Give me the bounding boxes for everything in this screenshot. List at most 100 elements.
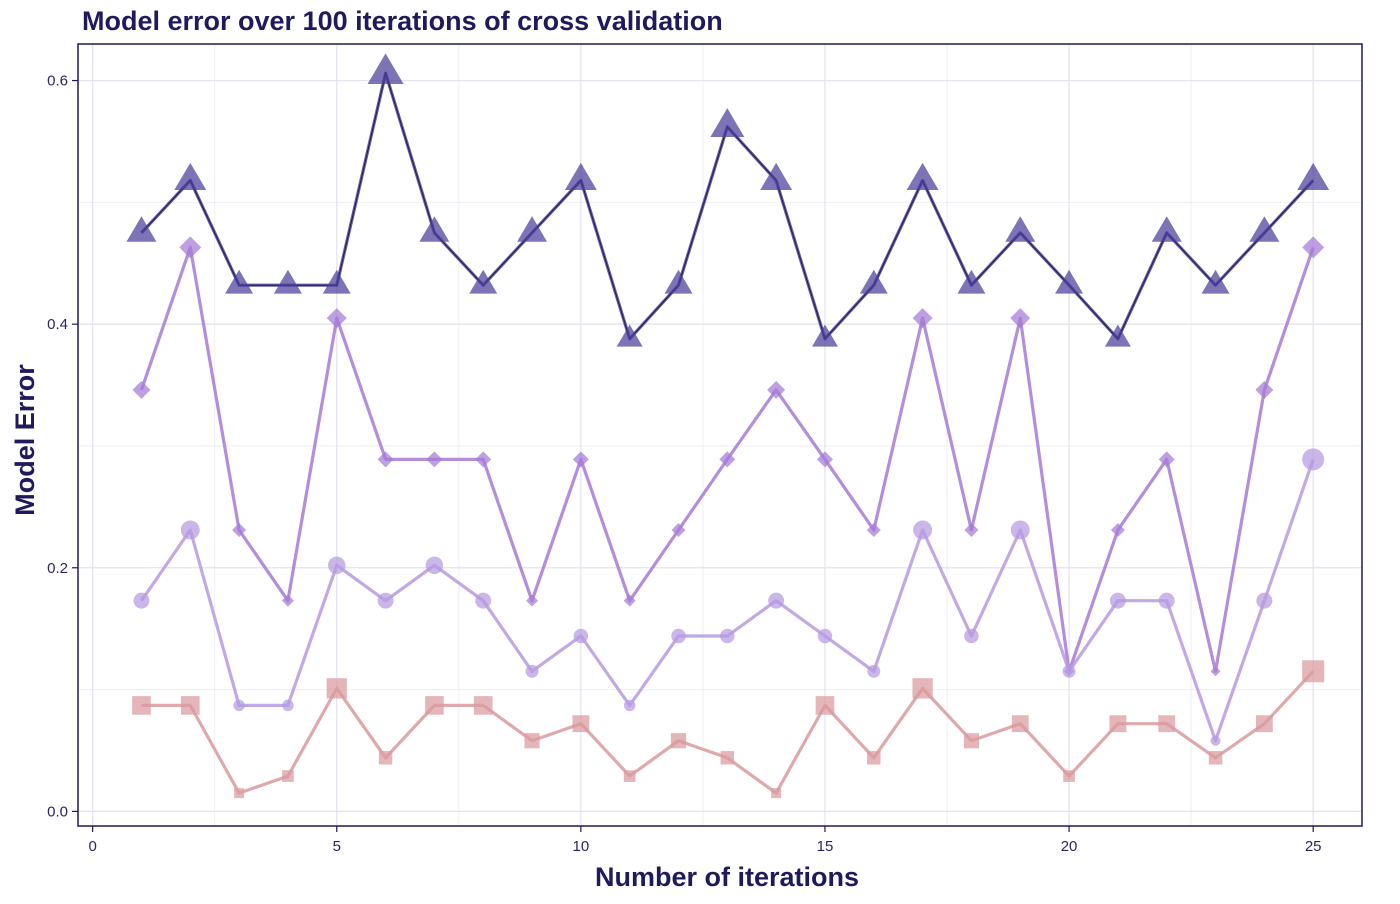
data-point-triangle <box>126 216 157 242</box>
data-point-diamond <box>767 380 786 399</box>
data-point-diamond <box>1302 236 1325 259</box>
data-point-diamond <box>1110 523 1125 538</box>
data-point-triangle <box>367 53 404 85</box>
data-point-diamond <box>1010 308 1031 329</box>
y-tick-label: 0.2 <box>47 560 68 577</box>
data-point-square <box>282 770 294 782</box>
data-point-square <box>670 733 687 749</box>
data-point-triangle <box>1104 324 1131 347</box>
data-point-square <box>473 696 493 715</box>
data-point-diamond <box>816 451 833 468</box>
x-tick-label: 25 <box>1305 838 1322 855</box>
data-point-triangle <box>469 269 498 294</box>
data-point-square <box>132 696 151 715</box>
data-point-diamond <box>964 523 979 538</box>
data-point-diamond <box>232 523 247 538</box>
data-point-triangle <box>174 162 207 191</box>
data-point-square <box>425 696 444 715</box>
data-point-triangle <box>760 162 793 191</box>
grid-lines <box>78 44 1362 826</box>
data-point-diamond <box>179 236 202 259</box>
x-tick-label: 15 <box>817 838 834 855</box>
data-point-square <box>912 678 933 699</box>
data-point-circle <box>233 699 245 712</box>
data-point-triangle <box>616 324 643 347</box>
data-point-circle <box>768 592 785 609</box>
data-point-triangle <box>906 162 939 191</box>
data-point-triangle <box>664 269 693 294</box>
data-point-square <box>524 733 540 749</box>
x-tick-label: 0 <box>88 838 96 855</box>
data-point-diamond <box>719 451 736 468</box>
data-point-diamond <box>326 308 347 329</box>
data-point-diamond <box>426 451 443 468</box>
series-triangle <box>126 53 1330 347</box>
data-point-square <box>623 770 636 782</box>
data-point-triangle <box>564 162 597 191</box>
x-tick-label: 5 <box>333 838 341 855</box>
chart-title: Model error over 100 iterations of cross… <box>82 6 723 36</box>
data-point-diamond <box>526 594 539 607</box>
data-point-square <box>180 696 200 715</box>
data-point-circle <box>623 699 636 712</box>
data-point-square <box>378 751 393 765</box>
data-point-circle <box>573 628 589 644</box>
data-point-square <box>867 751 881 765</box>
data-point-circle <box>180 520 200 540</box>
data-point-diamond <box>377 451 394 468</box>
y-tick-label: 0.0 <box>47 803 68 820</box>
data-point-triangle <box>957 269 986 294</box>
y-axis-title: Model Error <box>10 364 40 516</box>
y-tick-label: 0.6 <box>47 73 68 90</box>
data-point-triangle <box>859 269 888 294</box>
data-point-circle <box>817 628 833 644</box>
data-point-circle <box>425 556 444 575</box>
y-tick-label: 0.4 <box>47 316 68 333</box>
data-point-triangle <box>517 216 548 242</box>
data-point-circle <box>1010 520 1030 540</box>
data-point-circle <box>867 664 881 678</box>
data-point-square <box>326 678 347 699</box>
data-point-square <box>1302 660 1325 683</box>
data-point-circle <box>1062 664 1076 678</box>
data-point-circle <box>1109 592 1126 609</box>
data-point-circle <box>671 628 686 644</box>
data-point-circle <box>282 699 294 712</box>
data-point-triangle <box>322 269 351 294</box>
data-point-triangle <box>1005 216 1036 242</box>
data-point-triangle <box>1151 216 1182 242</box>
data-point-square <box>572 715 590 733</box>
data-point-diamond <box>623 594 636 607</box>
data-point-diamond <box>1255 380 1274 399</box>
x-axis: 0 5 10 15 20 25 <box>88 826 1322 855</box>
data-point-circle <box>377 592 394 609</box>
x-tick-label: 20 <box>1061 838 1078 855</box>
data-point-square <box>720 751 735 765</box>
data-point-square <box>1158 715 1176 733</box>
data-point-triangle <box>1249 216 1280 242</box>
data-point-diamond <box>866 523 881 538</box>
data-point-square <box>963 733 980 749</box>
data-point-circle <box>328 556 346 575</box>
data-point-circle <box>133 592 150 609</box>
data-point-diamond <box>281 594 294 607</box>
data-point-diamond <box>572 451 589 468</box>
data-point-diamond <box>475 451 492 468</box>
data-point-triangle <box>1297 162 1330 191</box>
plot-panel-border <box>77 43 1363 827</box>
data-point-square <box>771 788 782 799</box>
data-point-square <box>1255 715 1273 733</box>
data-point-triangle <box>419 216 450 242</box>
data-point-diamond <box>132 380 151 399</box>
series-square <box>132 660 1325 799</box>
y-axis: 0.0 0.2 0.4 0.6 <box>47 73 78 820</box>
data-point-circle <box>525 664 539 678</box>
x-tick-label: 10 <box>573 838 590 855</box>
data-point-square <box>1208 751 1223 765</box>
data-point-diamond <box>1158 451 1175 468</box>
data-point-triangle <box>1201 269 1230 294</box>
series-diamond <box>132 236 1325 677</box>
data-point-circle <box>913 520 933 540</box>
data-point-square <box>1109 715 1127 733</box>
